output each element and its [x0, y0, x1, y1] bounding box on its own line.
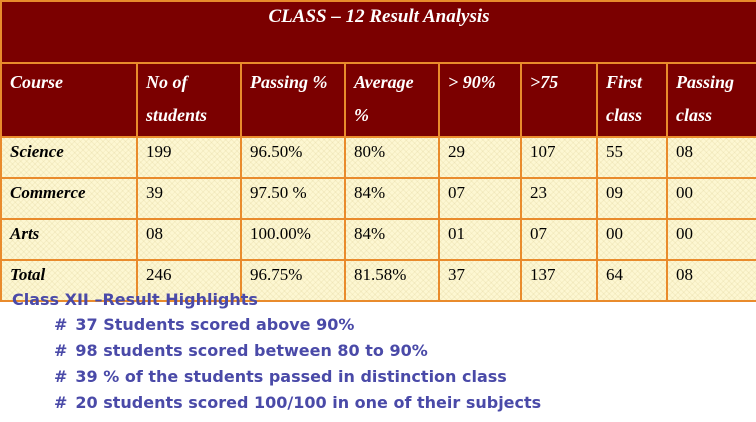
- header-passing-class: Passing class: [665, 62, 756, 138]
- hash-bullet: #: [54, 367, 68, 386]
- passing-class-cell: 00: [665, 218, 756, 261]
- above-75-cell: 107: [520, 136, 598, 179]
- highlight-text: 37 Students scored above 90%: [75, 315, 355, 334]
- above-75-cell: 23: [520, 177, 598, 220]
- table-row-science: Science 199 96.50% 80% 29 107 55 08: [0, 136, 756, 179]
- passing-class-cell: 00: [665, 177, 756, 220]
- table-title: CLASS – 12 Result Analysis: [0, 0, 756, 64]
- first-class-cell: 09: [596, 177, 668, 220]
- hash-bullet: #: [54, 315, 68, 334]
- students-cell: 08: [136, 218, 242, 261]
- passing-class-cell: 08: [665, 136, 756, 179]
- students-cell: 199: [136, 136, 242, 179]
- hash-bullet: #: [54, 341, 68, 360]
- table-row-commerce: Commerce 39 97.50 % 84% 07 23 09 00: [0, 177, 756, 220]
- first-class-cell: 64: [596, 259, 668, 302]
- above-90-cell: 07: [438, 177, 522, 220]
- passing-percent-cell: 96.75%: [240, 259, 346, 302]
- table-row-total: Total 246 96.75% 81.58% 37 137 64 08: [0, 259, 756, 302]
- average-percent-cell: 84%: [344, 218, 440, 261]
- first-class-cell: 55: [596, 136, 668, 179]
- header-average-percent: Average%: [344, 62, 440, 138]
- course-cell: Arts: [0, 218, 138, 261]
- first-class-cell: 00: [596, 218, 668, 261]
- hash-bullet: #: [54, 393, 68, 412]
- course-cell: Science: [0, 136, 138, 179]
- table-header-row: Course No of students Passing % Average% …: [0, 62, 756, 138]
- header-course: Course: [0, 62, 138, 138]
- result-analysis-table: CLASS – 12 Result Analysis Course No of s…: [0, 0, 756, 302]
- header-first-class: First class: [596, 62, 668, 138]
- highlights-title: Class XII –Result Highlights: [12, 290, 258, 309]
- students-cell: 246: [136, 259, 242, 302]
- table-row-arts: Arts 08 100.00% 84% 01 07 00 00: [0, 218, 756, 261]
- course-cell: Total: [0, 259, 138, 302]
- passing-percent-cell: 100.00%: [240, 218, 346, 261]
- passing-class-cell: 08: [665, 259, 756, 302]
- list-item: #98 students scored between 80 to 90%: [54, 338, 541, 364]
- above-90-cell: 37: [438, 259, 522, 302]
- header-no-of-students: No of students: [136, 62, 242, 138]
- highlights-list: #37 Students scored above 90% #98 studen…: [12, 312, 541, 416]
- header-passing-percent: Passing %: [240, 62, 346, 138]
- students-cell: 39: [136, 177, 242, 220]
- header-above-90: > 90%: [438, 62, 522, 138]
- list-item: #20 students scored 100/100 in one of th…: [54, 390, 541, 416]
- passing-percent-cell: 96.50%: [240, 136, 346, 179]
- average-percent-cell: 81.58%: [344, 259, 440, 302]
- above-75-cell: 07: [520, 218, 598, 261]
- list-item: #39 % of the students passed in distinct…: [54, 364, 541, 390]
- above-90-cell: 29: [438, 136, 522, 179]
- above-90-cell: 01: [438, 218, 522, 261]
- average-percent-cell: 80%: [344, 136, 440, 179]
- list-item: #37 Students scored above 90%: [54, 312, 541, 338]
- highlight-text: 98 students scored between 80 to 90%: [75, 341, 428, 360]
- highlight-text: 39 % of the students passed in distincti…: [75, 367, 507, 386]
- result-highlights: Class XII –Result Highlights #37 Student…: [12, 288, 541, 416]
- course-cell: Commerce: [0, 177, 138, 220]
- average-percent-cell: 84%: [344, 177, 440, 220]
- result-analysis-table-wrap: CLASS – 12 Result Analysis Course No of s…: [0, 0, 756, 302]
- passing-percent-cell: 97.50 %: [240, 177, 346, 220]
- highlight-text: 20 students scored 100/100 in one of the…: [75, 393, 542, 412]
- above-75-cell: 137: [520, 259, 598, 302]
- header-above-75: >75: [520, 62, 598, 138]
